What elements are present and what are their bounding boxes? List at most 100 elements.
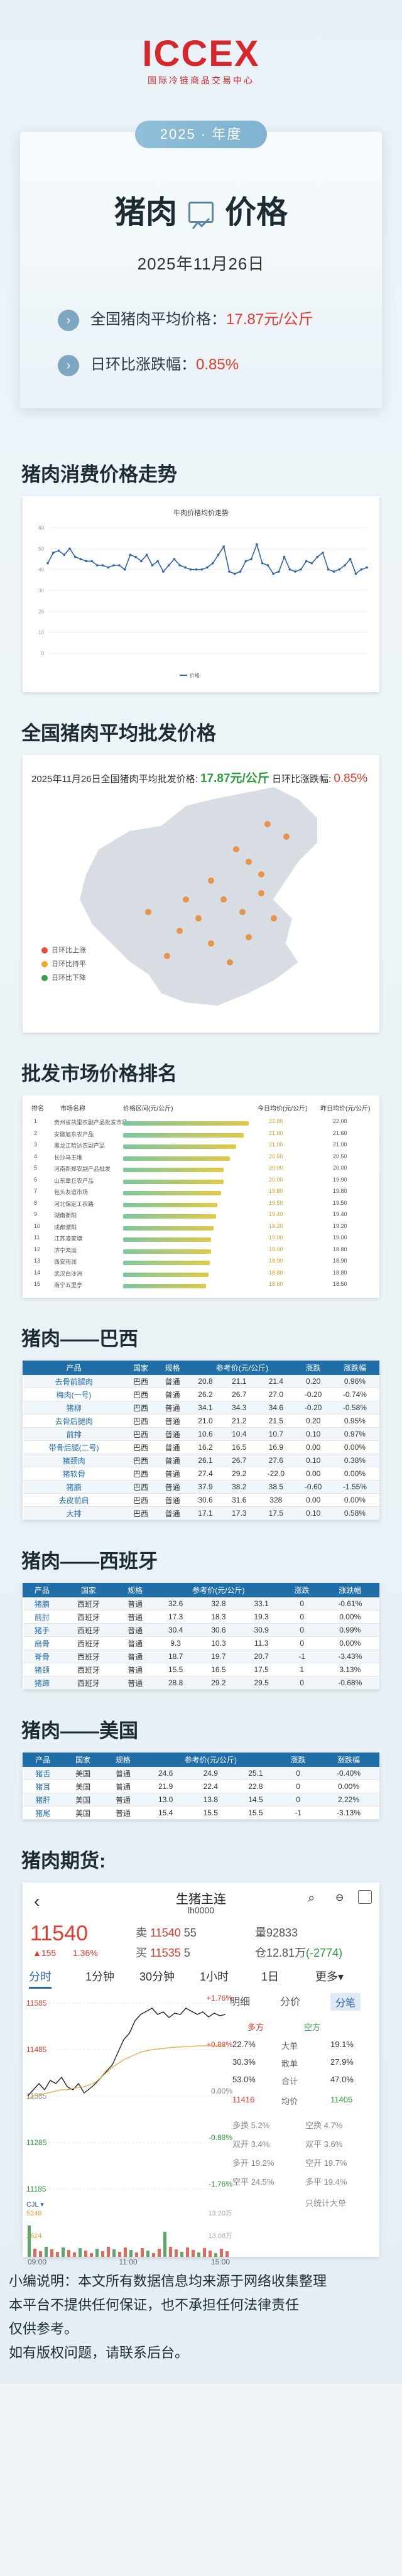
series-point bbox=[107, 566, 110, 569]
series-point bbox=[354, 572, 357, 575]
interval-tab[interactable]: 更多▾ bbox=[315, 1970, 344, 1983]
table-cell: 0 bbox=[283, 1676, 322, 1690]
table-cell: 猪肝 bbox=[23, 1793, 63, 1807]
table-cell: 0.00% bbox=[330, 1440, 379, 1454]
volume-bar bbox=[175, 2249, 178, 2257]
table-row: 猪舌 美国 普通 24.6 24.9 25.1 0 -0.40% bbox=[23, 1766, 379, 1780]
table-cell: 普通 bbox=[156, 1401, 189, 1415]
minus-icon[interactable]: ⊖ bbox=[335, 1893, 344, 1903]
table-cell: 西班牙 bbox=[61, 1597, 116, 1611]
ranking-row: 9 湖南衡阳 19.40 19.40 bbox=[23, 1211, 379, 1222]
rank-number: 11 bbox=[34, 1234, 40, 1241]
table-cell: 0.58% bbox=[330, 1506, 379, 1520]
column-header: 国家 bbox=[62, 1753, 104, 1767]
table-cell: 0.00% bbox=[330, 1467, 379, 1481]
vol-line: 量92833 bbox=[255, 1927, 298, 1939]
table-cell: 16.2 bbox=[188, 1440, 222, 1454]
table-cell: 巴西 bbox=[124, 1493, 157, 1507]
volume-bar bbox=[158, 2249, 161, 2257]
detail-tab[interactable]: 分价 bbox=[280, 1997, 301, 2008]
table-cell: 美国 bbox=[63, 1806, 104, 1820]
detail-tab[interactable]: 明细 bbox=[230, 1997, 251, 2008]
price-range-bar bbox=[123, 1214, 216, 1219]
table-header: 产品 国家 规格 参考价(元/公斤) 涨跌 涨跌幅 bbox=[23, 1583, 380, 1597]
table-row: 梅肉(一号) 巴西 普通 26.2 26.7 27.0 -0.20 -0.74% bbox=[23, 1388, 379, 1401]
yesterday-avg: 20.50 bbox=[333, 1153, 347, 1160]
today-avg: 20.00 bbox=[269, 1165, 283, 1171]
interval-tab[interactable]: 分时 bbox=[29, 1968, 52, 1989]
price-line bbox=[27, 2008, 226, 2097]
yesterday-avg: 19.40 bbox=[333, 1211, 347, 1217]
yesterday-avg: 19.20 bbox=[333, 1222, 347, 1229]
today-avg: 19.00 bbox=[269, 1246, 283, 1253]
interval-tab[interactable]: 30分钟 bbox=[139, 1970, 175, 1983]
series-point bbox=[200, 568, 204, 571]
time-label: 09:00 bbox=[28, 2258, 46, 2266]
table-cell: 西班牙 bbox=[61, 1636, 116, 1650]
table-row: 猪手 西班牙 普通 30.4 30.6 30.9 0 0.99% bbox=[23, 1623, 379, 1637]
only-large-orders: 只统计大单 bbox=[305, 2198, 347, 2208]
rank-number: 6 bbox=[34, 1176, 38, 1183]
series-point bbox=[300, 568, 302, 571]
logo-subtitle: 国际冷链商品交易中心 bbox=[148, 75, 254, 85]
today-avg: 21.60 bbox=[269, 1129, 283, 1136]
legend-dot bbox=[41, 947, 48, 954]
ranking-row: 3 黑龙江哈达农副产品 21.00 21.00 bbox=[23, 1141, 379, 1153]
series-point bbox=[322, 552, 324, 554]
column-header: 涨跌 bbox=[278, 1753, 319, 1767]
table-cell: 0.10 bbox=[295, 1506, 331, 1520]
interval-tab[interactable]: 1分钟 bbox=[85, 1970, 115, 1983]
table-row: 猪腩 巴西 普通 37.9 38.2 38.5 -0.60 -1.55% bbox=[23, 1480, 379, 1494]
table-cell: 普通 bbox=[156, 1493, 189, 1507]
table-cell: 普通 bbox=[156, 1506, 189, 1520]
column-header: 规格 bbox=[102, 1753, 144, 1767]
y-label: 11285 bbox=[26, 2138, 47, 2147]
table-cell: 猪颈肉 bbox=[23, 1454, 125, 1467]
legend-flat: 日环比持平 bbox=[41, 957, 86, 971]
column-header: 规格 bbox=[116, 1583, 155, 1597]
back-icon[interactable]: ‹ bbox=[34, 1891, 40, 1911]
series-point bbox=[338, 568, 341, 571]
table-cell: 19.7 bbox=[197, 1649, 241, 1663]
series-point bbox=[178, 564, 182, 567]
legend-down: 日环比下降 bbox=[41, 971, 86, 985]
futures-section-title: 猪肉期货: bbox=[21, 1850, 106, 1872]
table-cell: 普通 bbox=[116, 1610, 155, 1624]
table-cell: 0.99% bbox=[321, 1623, 379, 1637]
table-cell: 0.38% bbox=[330, 1454, 379, 1467]
share-icon[interactable] bbox=[358, 1890, 372, 1904]
logo: ICCEX 国际冷链商品交易中心 bbox=[0, 0, 402, 94]
search-icon[interactable]: ⌕ bbox=[308, 1891, 315, 1905]
volume-bar bbox=[135, 2253, 138, 2257]
brazil-section-title: 猪肉——巴西 bbox=[21, 1328, 138, 1350]
map-head-change: 0.85% bbox=[334, 772, 368, 785]
map-markers bbox=[145, 821, 290, 965]
market-name: 湖南衡阳 bbox=[54, 1212, 77, 1219]
flow-stat: 多换 5.2% bbox=[232, 2121, 270, 2130]
spain-table-card: 产品 国家 规格 参考价(元/公斤) 涨跌 涨跌幅 猪腩 西班牙 普通 32.6 32.8 33.1 0… bbox=[23, 1583, 380, 1690]
interval-tab[interactable]: 1小时 bbox=[200, 1970, 229, 1983]
table-row: 前排 巴西 普通 10.6 10.4 10.7 0.10 0.97% bbox=[23, 1427, 379, 1441]
table-cell: 328 bbox=[256, 1493, 296, 1507]
interval-tab[interactable]: 1日 bbox=[261, 1970, 280, 1983]
price-range-bar bbox=[123, 1202, 217, 1207]
table-cell: 21.9 bbox=[143, 1780, 188, 1793]
price-range-bar bbox=[123, 1133, 244, 1138]
detail-tab[interactable]: 分笔 bbox=[330, 1993, 361, 2011]
table-cell: 16.5 bbox=[222, 1440, 256, 1454]
today-avg: 18.90 bbox=[269, 1258, 283, 1264]
table-cell: 普通 bbox=[156, 1440, 189, 1454]
trend-chart-svg: 0 10 20 30 40 50 60 价格 bbox=[38, 525, 368, 678]
table-cell: 0.00% bbox=[318, 1780, 379, 1793]
series-point bbox=[222, 545, 225, 548]
volume-bar bbox=[220, 2249, 223, 2257]
market-name: 河北保定工农路 bbox=[54, 1200, 94, 1207]
table-cell: 1 bbox=[283, 1663, 322, 1677]
table-row: 前肘 西班牙 普通 17.3 18.3 19.3 0 0.00% bbox=[23, 1610, 379, 1624]
volume-bar bbox=[107, 2247, 110, 2257]
series-point bbox=[206, 566, 209, 569]
column-header: 规格 bbox=[156, 1361, 189, 1375]
footer-line: 本平台不提供任何保证，也不承担任何法律责任 bbox=[9, 2297, 300, 2313]
long-label: 多方 bbox=[247, 2023, 264, 2032]
hero-date: 2025年11月26日 bbox=[137, 254, 265, 273]
